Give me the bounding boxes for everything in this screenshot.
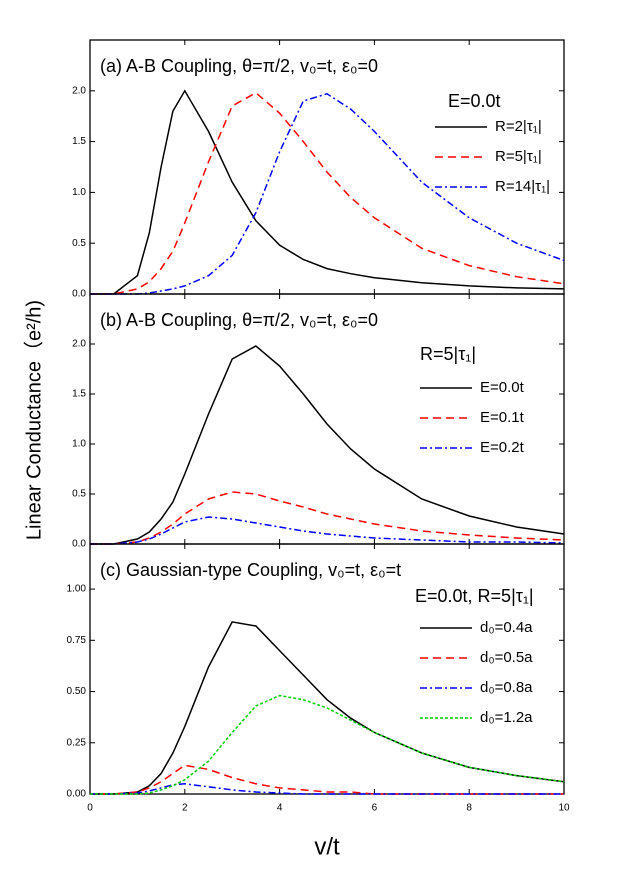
legend-label: R=14|τ₁| <box>495 178 550 195</box>
y-tick-label: 1.00 <box>67 584 87 595</box>
legend-label: d₀=1.2a <box>480 709 533 726</box>
series-line <box>90 91 565 295</box>
legend-label: R=5|τ₁| <box>495 148 542 165</box>
y-tick-label: 0.00 <box>67 789 87 800</box>
y-tick-label: 1.0 <box>72 439 86 450</box>
y-tick-label: 1.0 <box>72 187 86 198</box>
legend-label: d₀=0.8a <box>480 679 533 696</box>
legend-label: E=0.1t <box>480 409 525 426</box>
y-tick-label: 0.75 <box>67 635 87 646</box>
series-line <box>90 89 565 295</box>
series-line <box>90 92 565 295</box>
x-tick-label: 6 <box>372 803 378 814</box>
x-tick-label: 0 <box>87 803 93 814</box>
plot-frame <box>89 543 565 795</box>
y-tick-label: 0.5 <box>72 238 86 249</box>
panel-title: (c) Gaussian-type Coupling, v₀=t, ε₀=t <box>100 560 401 580</box>
series-line <box>90 694 565 795</box>
legend-label: E=0.2t <box>480 439 525 456</box>
series-line <box>90 783 564 795</box>
x-tick-label: 4 <box>277 803 283 814</box>
y-tick-label: 0.0 <box>72 539 86 550</box>
series-line <box>90 516 565 545</box>
legend-title: E=0.0t <box>448 91 501 111</box>
x-tick-label: 8 <box>466 803 472 814</box>
x-tick-label: 10 <box>558 803 570 814</box>
series-line <box>90 345 565 545</box>
y-tick-label: 0.5 <box>72 489 86 500</box>
legend-label: E=0.0t <box>480 379 525 396</box>
x-tick-label: 2 <box>182 803 188 814</box>
y-tick-label: 1.5 <box>72 389 86 400</box>
y-tick-label: 2.0 <box>72 339 86 350</box>
legend-title: R=5|τ₁| <box>420 344 476 364</box>
y-axis-label: Linear Conductance（e²/h) <box>22 300 45 540</box>
legend-label: d₀=0.5a <box>480 649 533 666</box>
legend-label: d₀=0.4a <box>480 619 533 636</box>
y-tick-label: 1.5 <box>72 136 86 147</box>
y-tick-label: 0.0 <box>72 289 86 300</box>
x-axis-label: v/t <box>314 833 340 860</box>
legend-label: R=2|τ₁| <box>495 118 542 135</box>
legend-title: E=0.0t, R=5|τ₁| <box>415 586 534 606</box>
panel-title: (b) A-B Coupling, θ=π/2, v₀=t, ε₀=0 <box>100 310 378 330</box>
panel-title: (a) A-B Coupling, θ=π/2, v₀=t, ε₀=0 <box>100 56 378 76</box>
y-tick-label: 2.0 <box>72 85 86 96</box>
y-tick-label: 0.25 <box>67 737 87 748</box>
y-tick-label: 0.50 <box>67 686 87 697</box>
